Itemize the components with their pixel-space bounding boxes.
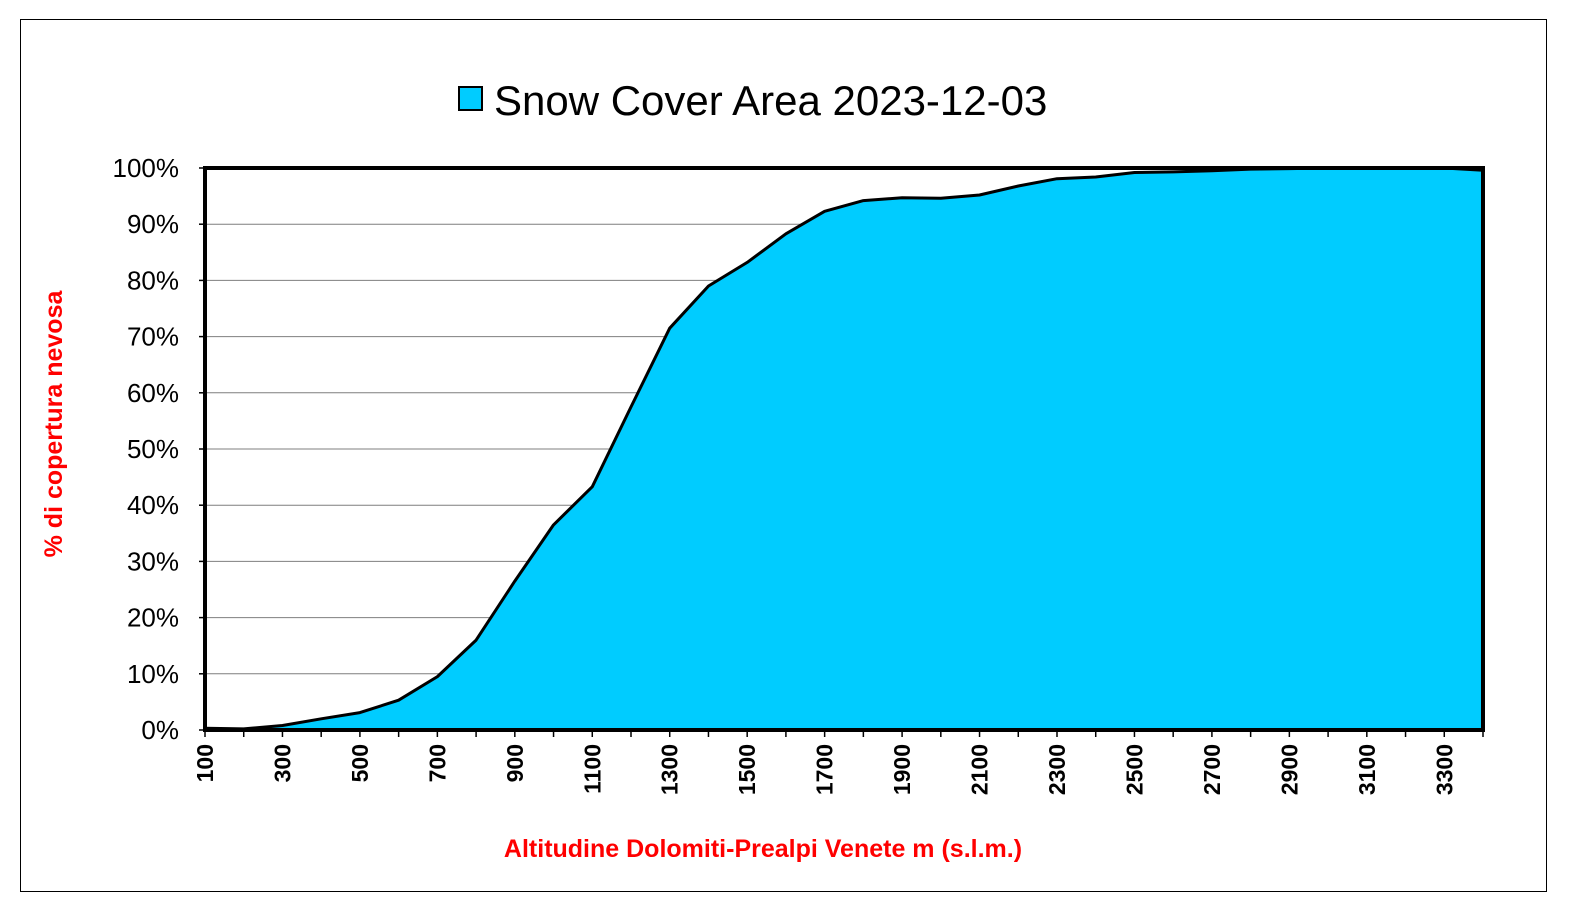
y-tick-label: 0%: [141, 715, 179, 745]
y-tick-label: 60%: [127, 378, 179, 408]
x-tick-label: 2500: [1121, 744, 1147, 795]
plot-area-border: [203, 166, 1485, 732]
y-tick-label: 90%: [127, 209, 179, 239]
y-axis-ticks: 0% 10% 20% 30% 40% 50% 60% 70% 80% 90% 100%: [113, 153, 205, 745]
y-tick-label: 30%: [127, 546, 179, 576]
x-tick-label: 1900: [889, 744, 915, 795]
x-tick-label: 300: [269, 744, 295, 782]
x-tick-label: 900: [502, 744, 528, 782]
x-tick-label: 3100: [1354, 744, 1380, 795]
legend-entry-label: Snow Cover Area 2023-12-03: [494, 77, 1047, 124]
y-tick-label: 70%: [127, 322, 179, 352]
y-tick-label: 10%: [127, 659, 179, 689]
x-tick-label: 2300: [1044, 744, 1070, 795]
y-tick-label: 50%: [127, 434, 179, 464]
x-tick-label: 3300: [1431, 744, 1457, 795]
legend: Snow Cover Area 2023-12-03: [458, 77, 1047, 124]
x-axis-title: Altitudine Dolomiti-Prealpi Venete m (s.…: [504, 835, 1022, 863]
x-tick-label: 2100: [967, 744, 993, 795]
y-axis-title: % di copertura nevosa: [40, 290, 68, 558]
chart-svg: Snow Cover Area 2023-12-03 0% 10% 20% 30% 40…: [40, 77, 1485, 863]
area-fill: [205, 168, 1483, 730]
x-axis-ticks: 100 300 500 700 900 1100 1300 1500 1700 1900 2100 2…: [192, 730, 1484, 795]
x-tick-label: 1500: [734, 744, 760, 795]
x-tick-label: 1700: [812, 744, 838, 795]
chart-frame: Snow Cover Area 2023-12-03 0% 10% 20% 30% 40…: [20, 19, 1547, 892]
x-tick-label: 1300: [657, 744, 683, 795]
y-tick-label: 80%: [127, 265, 179, 295]
x-tick-label: 2900: [1276, 744, 1302, 795]
legend-swatch: [458, 86, 483, 111]
x-tick-label: 500: [347, 744, 373, 782]
y-tick-label: 100%: [113, 153, 180, 183]
y-tick-label: 20%: [127, 603, 179, 633]
x-tick-label: 1100: [579, 744, 605, 794]
x-tick-label: 2700: [1199, 744, 1225, 795]
x-tick-label: 100: [192, 744, 218, 782]
x-tick-label: 700: [424, 744, 450, 782]
y-tick-label: 40%: [127, 490, 179, 520]
